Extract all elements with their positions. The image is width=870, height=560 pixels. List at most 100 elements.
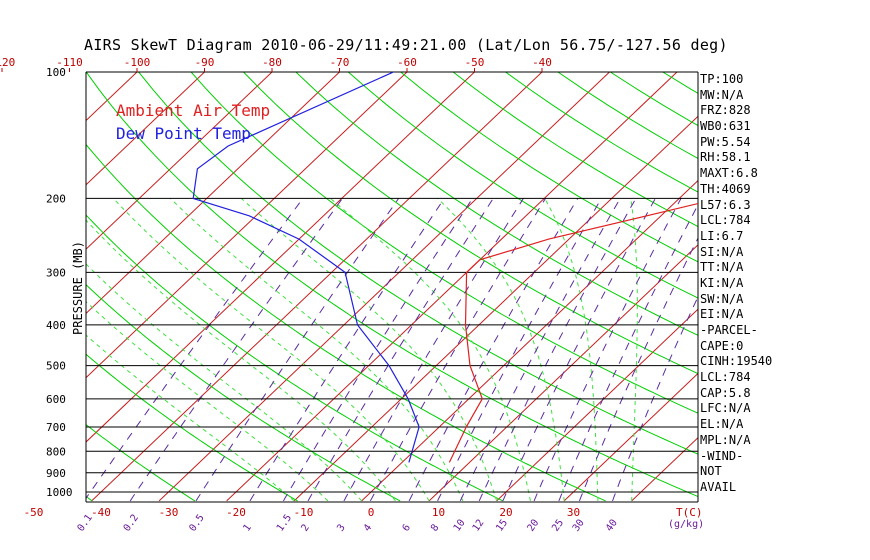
- isotherm-line: [0, 72, 70, 501]
- dew-point-line: [192, 72, 420, 463]
- top-axis-tick-label: -80: [262, 56, 282, 69]
- stat-item: CINH:19540: [700, 354, 773, 369]
- isotherm-line: [226, 72, 678, 502]
- stat-item: NOT: [700, 464, 722, 479]
- mixing-ratio-line: [195, 198, 400, 502]
- top-axis-tick-label: -60: [397, 56, 417, 69]
- mixing-ratio-line: [129, 198, 343, 502]
- moist-adiabat-line: [113, 198, 430, 502]
- mixing-ratio-tick-label: 10: [452, 518, 468, 534]
- mixing-ratio-tick-label: 15: [494, 518, 510, 534]
- mixing-ratio-axis-label: (g/kg): [668, 519, 704, 530]
- y-axis-label: PRESSURE (MB): [71, 241, 85, 335]
- stats-panel: TP:100 MW:N/A FRZ:828 WB0:631 PW:5.54 RH:58.1…: [700, 72, 772, 496]
- mixing-ratio-line: [459, 198, 621, 502]
- stat-item: LCL:784: [700, 370, 751, 385]
- stat-item: WB0:631: [700, 119, 751, 134]
- stat-item: KI:N/A: [700, 275, 744, 290]
- mixing-ratio-tick-label: 2: [299, 522, 311, 533]
- dry-adiabat-line: [820, 72, 870, 501]
- dry-adiabat-line: [243, 72, 698, 375]
- stat-item: MW:N/A: [700, 87, 744, 102]
- stat-item: TT:N/A: [700, 260, 744, 275]
- isotherm-line: [91, 72, 543, 502]
- moist-adiabat-line: [240, 198, 498, 502]
- dry-adiabat-line: [86, 72, 698, 498]
- bottom-axis-tick-label: -30: [159, 506, 179, 519]
- isotherm-line: [86, 72, 340, 315]
- mixing-ratio-line: [437, 198, 602, 502]
- bottom-axis-tick-label: -10: [294, 506, 314, 519]
- isotherm-line: [496, 308, 698, 502]
- mixing-ratio-tick-label: 4: [362, 522, 374, 533]
- dry-adiabat-line: [86, 424, 196, 502]
- y-tick-label: 700: [46, 421, 66, 434]
- stat-item: TP:100: [700, 72, 744, 86]
- y-tick-label: 600: [46, 393, 66, 406]
- mixing-ratio-tick-label: 8: [429, 522, 441, 533]
- stat-item: LI:6.7: [700, 228, 744, 243]
- dry-adiabat-line: [138, 72, 698, 455]
- mixing-ratio-tick-label: 40: [604, 518, 620, 534]
- isotherm-line: [158, 72, 610, 502]
- top-axis-tick-label: -50: [465, 56, 485, 69]
- isotherm-line: [361, 179, 698, 502]
- isotherm-line: [428, 244, 698, 502]
- top-axis-tick-label: -70: [330, 56, 350, 69]
- isotherm-line: [563, 372, 698, 502]
- legend-dew-point-temp: Dew Point Temp: [116, 124, 251, 143]
- bottom-axis-tick-label: 10: [432, 506, 445, 519]
- moist-adiabat-line: [170, 198, 464, 502]
- isotherm-line: [767, 72, 870, 501]
- dry-adiabat-line: [86, 283, 401, 502]
- top-axis-tick-label: -100: [124, 56, 151, 69]
- top-axis-tick-label: -40: [532, 56, 552, 69]
- stat-item: AVAIL: [700, 479, 737, 494]
- moist-adiabat-line: [544, 198, 599, 501]
- isotherm-line: [0, 72, 2, 501]
- isotherm-line: [86, 72, 205, 186]
- chart-title: AIRS SkewT Diagram 2010-06-29/11:49:21.0…: [84, 36, 728, 54]
- stat-item: LFC:N/A: [700, 401, 751, 416]
- mixing-ratio-tick-label: 0.2: [122, 513, 141, 534]
- stat-item: MPL:N/A: [700, 432, 751, 447]
- mixing-ratio-tick-label: 6: [401, 522, 413, 533]
- mixing-ratio-line: [249, 198, 445, 502]
- y-tick-label: 200: [46, 192, 66, 205]
- bottom-axis-tick-label: 30: [567, 506, 580, 519]
- isotherm-line: [86, 72, 408, 379]
- mixing-ratio-line: [369, 198, 546, 502]
- moist-adiabat-line: [86, 334, 295, 502]
- y-tick-label: 800: [46, 445, 66, 458]
- mixing-ratio-line: [408, 198, 579, 502]
- mixing-ratio-line: [86, 198, 304, 500]
- y-tick-label: 900: [46, 467, 66, 480]
- stat-item: L57:6.3: [700, 197, 751, 212]
- mixing-ratio-line: [533, 198, 682, 502]
- mixing-ratio-line: [578, 237, 698, 502]
- dry-adiabat-line: [768, 72, 870, 501]
- legend-ambient-air-temp: Ambient Air Temp: [116, 101, 271, 120]
- bottom-axis-tick-label: 20: [499, 506, 512, 519]
- top-axis-tick-label: -110: [56, 56, 83, 69]
- dry-adiabat-line: [505, 72, 698, 193]
- dry-adiabat-line: [86, 143, 606, 502]
- y-tick-label: 400: [46, 319, 66, 332]
- dry-adiabat-line: [190, 72, 698, 414]
- mixing-ratio-tick-label: 1: [241, 522, 253, 533]
- mixing-ratio-line: [282, 198, 473, 502]
- stat-item: -WIND-: [700, 448, 744, 463]
- bottom-axis-tick-label: -50: [24, 506, 44, 519]
- stat-item: MAXT:6.8: [700, 166, 758, 181]
- y-tick-label: 300: [46, 266, 66, 279]
- bottom-axis-label: T(C): [676, 506, 703, 519]
- top-axis-tick-label: -120: [0, 56, 15, 69]
- stat-item: LCL:784: [700, 213, 751, 228]
- mixing-ratio-line: [307, 198, 494, 502]
- bottom-axis-tick-label: -20: [226, 506, 246, 519]
- stat-item: TH:4069: [700, 181, 751, 196]
- y-tick-label: 500: [46, 360, 66, 373]
- stat-item: EL:N/A: [700, 417, 744, 432]
- isotherm-line: [86, 72, 475, 443]
- stat-item: SW:N/A: [700, 291, 744, 306]
